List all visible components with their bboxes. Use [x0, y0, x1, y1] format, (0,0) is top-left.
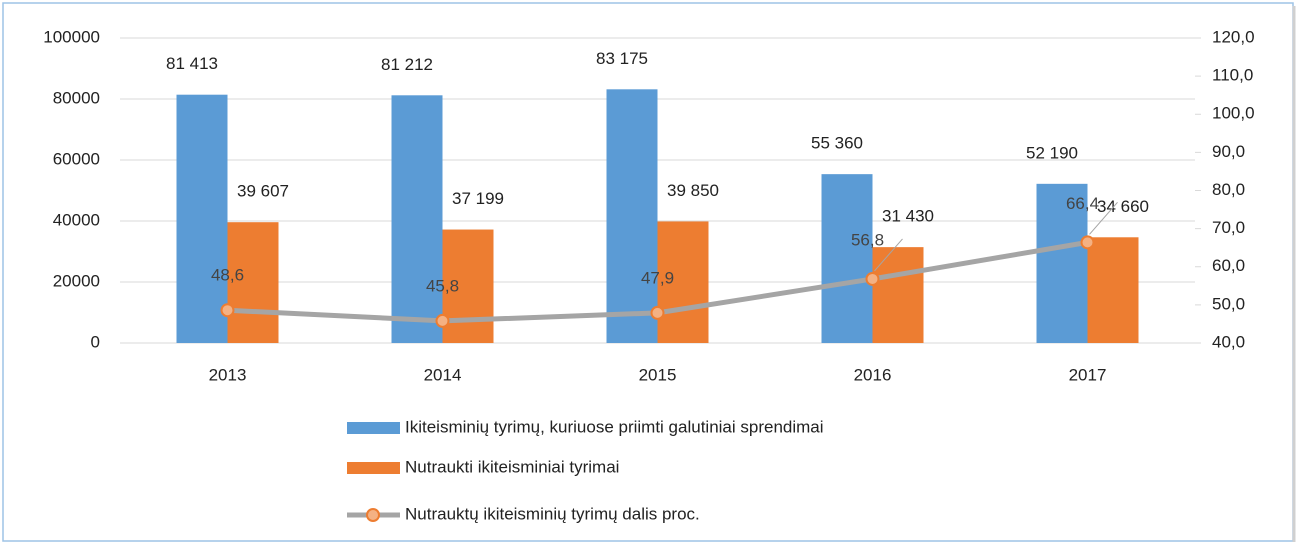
y2-tick-label: 90,0: [1212, 142, 1245, 161]
line-marker: [435, 313, 450, 328]
y-tick-label: 60000: [53, 149, 100, 168]
bar-value-label: 52 190: [1026, 143, 1078, 162]
bar-value-label: 39 850: [667, 181, 719, 200]
legend-swatch: [347, 462, 400, 474]
bar: [227, 222, 279, 343]
x-tick-label: 2015: [639, 365, 677, 384]
line-marker: [650, 305, 665, 320]
y2-tick-label: 120,0: [1212, 27, 1255, 46]
x-tick-label: 2016: [854, 365, 892, 384]
x-tick-label: 2013: [209, 365, 247, 384]
line-value-label: 56,8: [851, 230, 884, 249]
bar-value-label: 39 607: [237, 182, 289, 201]
y2-tick-label: 110,0: [1212, 66, 1253, 85]
y-tick-label: 40000: [53, 210, 100, 229]
line-value-label: 47,9: [641, 268, 674, 287]
x-tick-label: 2014: [424, 365, 462, 384]
bar-value-label: 83 175: [596, 49, 648, 68]
line-value-label: 48,6: [211, 266, 244, 285]
y2-tick-label: 80,0: [1212, 180, 1245, 199]
leader-line: [1089, 202, 1118, 235]
bar: [872, 247, 924, 343]
line-value-label: 45,8: [426, 276, 459, 295]
y2-tick-label: 60,0: [1212, 256, 1245, 275]
bar-value-label: 31 430: [882, 207, 934, 226]
bar-value-label: 34 660: [1097, 197, 1149, 216]
legend-marker: [366, 508, 380, 522]
bar: [391, 95, 443, 343]
legend-label: Nutrauktų ikiteisminių tyrimų dalis proc…: [405, 504, 700, 523]
bar-value-label: 81 212: [381, 55, 433, 74]
legend-label: Nutraukti ikiteisminiai tyrimai: [405, 457, 619, 476]
y-tick-label: 20000: [53, 271, 100, 290]
bar-value-label: 55 360: [811, 134, 863, 153]
bar: [1087, 237, 1139, 343]
legend-label: Ikiteisminių tyrimų, kuriuose priimti ga…: [405, 417, 824, 436]
bar: [821, 174, 873, 343]
y2-tick-label: 70,0: [1212, 218, 1245, 237]
bar-value-label: 81 413: [166, 54, 218, 73]
bar: [606, 89, 658, 343]
line-marker: [865, 271, 880, 286]
bar: [442, 229, 494, 343]
y2-tick-label: 100,0: [1212, 104, 1255, 123]
y-tick-label: 100000: [43, 27, 100, 46]
y-tick-label: 80000: [53, 88, 100, 107]
bar-value-label: 37 199: [452, 189, 504, 208]
y2-tick-label: 40,0: [1212, 332, 1245, 351]
line-marker: [220, 303, 235, 318]
bar: [657, 221, 709, 343]
bar: [176, 94, 228, 343]
line-value-label: 66,4: [1066, 194, 1099, 213]
x-tick-label: 2017: [1069, 365, 1107, 384]
y-tick-label: 0: [91, 332, 100, 351]
line-marker: [1080, 235, 1095, 250]
bar: [1036, 183, 1088, 343]
leader-line: [874, 238, 903, 272]
legend-swatch: [347, 422, 400, 434]
y2-tick-label: 50,0: [1212, 294, 1245, 313]
